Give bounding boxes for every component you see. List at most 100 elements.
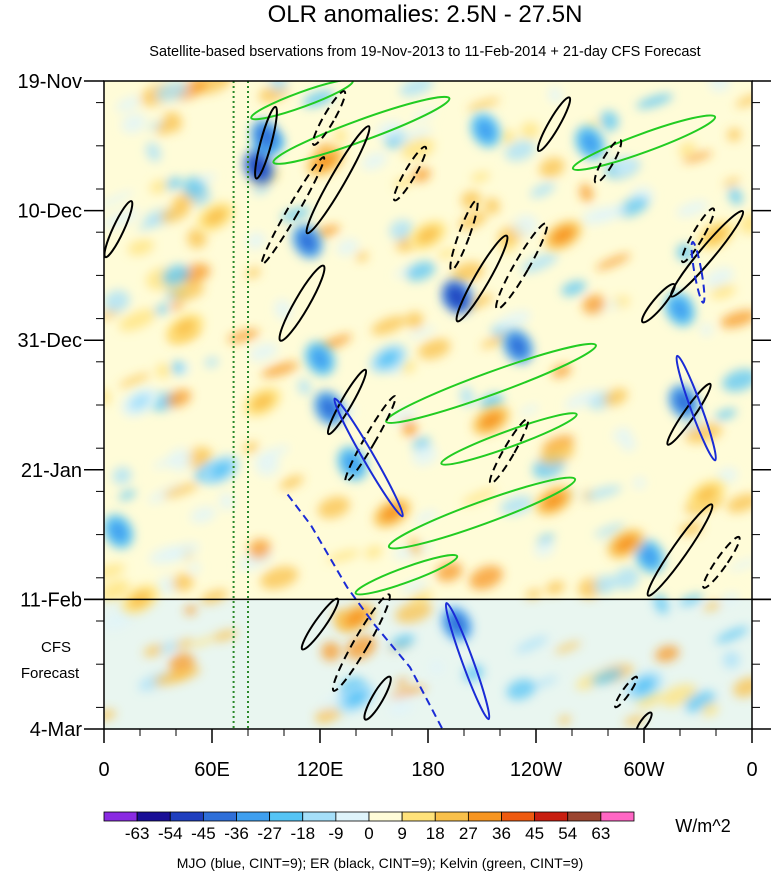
anomaly-cell <box>548 86 563 103</box>
kelvin-contour <box>440 412 578 466</box>
er-contour <box>495 222 549 311</box>
anomaly-cell <box>395 601 433 624</box>
anomaly-cell <box>279 475 304 490</box>
anomaly-cell <box>412 445 438 466</box>
anomaly-cell <box>336 239 359 256</box>
anomaly-feature <box>345 609 367 627</box>
anomaly-cell <box>317 496 350 519</box>
y-axis: 19-Nov 10-Dec 31-Dec 21-Jan 11-Feb 4-Mar <box>18 71 771 741</box>
anomaly-cell <box>168 448 193 471</box>
anomaly-cell <box>104 290 130 313</box>
anomaly-cell <box>709 81 730 92</box>
anomaly-cell <box>389 700 413 716</box>
er-contour <box>254 105 278 180</box>
anomaly-feature <box>298 231 317 252</box>
anomaly-cell <box>723 177 740 187</box>
er-contour <box>641 282 676 324</box>
colorbar-label: 9 <box>397 824 406 843</box>
er-contour <box>593 138 623 184</box>
anomaly-cell <box>500 130 516 144</box>
kelvin-contour <box>385 342 597 424</box>
anomaly-cell <box>520 253 558 273</box>
er-contour <box>635 711 653 729</box>
anomaly-cell <box>682 151 713 163</box>
anomaly-cell <box>470 171 490 183</box>
anomaly-cell <box>536 534 555 545</box>
colorbar: -63 -54 -45 -36 -27 -18 -9 0 9 18 27 36 45 54 63 <box>103 811 635 843</box>
anomaly-cell <box>297 379 311 395</box>
anomaly-feature <box>129 393 151 411</box>
anomaly-cell <box>395 127 433 142</box>
colorbar-swatch <box>236 811 271 822</box>
er-contour <box>305 125 371 235</box>
anomaly-cell <box>599 110 619 132</box>
anomaly-cell <box>633 477 646 489</box>
colorbar-label: 36 <box>492 824 511 843</box>
anomaly-cell <box>246 232 266 249</box>
anomaly-cell <box>636 93 673 109</box>
er-contour <box>278 264 326 342</box>
anomaly-cell <box>726 493 752 513</box>
anomaly-cell <box>418 338 451 360</box>
anomaly-cell <box>590 669 624 685</box>
anomaly-cell <box>315 225 340 238</box>
colorbar-label: 63 <box>591 824 610 843</box>
anomaly-cell <box>735 94 752 108</box>
anomaly-feature <box>696 485 718 504</box>
anomaly-cell <box>408 326 436 340</box>
anomaly-feature <box>204 208 227 226</box>
anomaly-cell <box>409 589 433 605</box>
anomaly-cell <box>597 204 626 222</box>
anomaly-cell <box>104 190 134 209</box>
anomaly-cell <box>171 361 185 375</box>
forecast-label-line1: CFS <box>41 639 71 656</box>
kelvin-contour <box>354 553 459 596</box>
y-tick-label: 10-Dec <box>18 201 82 223</box>
anomaly-cell <box>204 357 219 368</box>
anomaly-cell <box>727 128 742 142</box>
anomaly-cell <box>594 575 617 595</box>
anomaly-cell <box>147 120 168 130</box>
anomaly-cell <box>710 284 736 299</box>
er-contour <box>536 96 572 153</box>
anomaly-cell <box>720 310 752 328</box>
anomaly-cell <box>700 323 713 337</box>
er-contour <box>104 200 134 259</box>
colorbar-swatch <box>368 811 403 822</box>
anomaly-cell <box>302 90 334 108</box>
anomaly-cell <box>315 705 343 724</box>
anomaly-cell <box>534 541 555 557</box>
mjo-contour <box>333 397 404 518</box>
anomaly-cell <box>227 329 260 343</box>
anomaly-cell <box>198 173 217 183</box>
anomaly-feature <box>476 120 495 141</box>
colorbar-swatch <box>269 811 304 822</box>
anomaly-feature <box>210 461 232 479</box>
anomaly-feature <box>417 226 439 244</box>
anomaly-cell <box>361 152 388 170</box>
anomaly-cell <box>185 447 213 469</box>
anomaly-cell <box>395 678 409 687</box>
anomaly-cell <box>606 301 621 309</box>
anomaly-cell <box>333 128 347 144</box>
anomaly-feature <box>581 132 599 154</box>
colorbar-label: 54 <box>558 824 577 843</box>
anomaly-cell <box>164 542 200 562</box>
anomaly-cell <box>115 96 141 112</box>
anomaly-cell <box>401 136 435 160</box>
anomaly-cell <box>484 197 500 214</box>
anomaly-cell <box>584 485 622 500</box>
anomaly-cell <box>539 442 575 466</box>
anomaly-cell <box>558 715 571 725</box>
anomaly-cell <box>704 267 734 288</box>
colorbar-label: -9 <box>328 824 343 843</box>
anomaly-cell <box>162 482 199 498</box>
anomaly-cell <box>564 390 599 410</box>
anomaly-cell <box>595 253 631 270</box>
x-tick-label: 120W <box>510 759 562 781</box>
anomaly-feature <box>314 152 337 170</box>
anomaly-cell <box>327 549 360 563</box>
colorbar-swatch <box>302 811 337 822</box>
anomaly-cell <box>118 490 136 501</box>
